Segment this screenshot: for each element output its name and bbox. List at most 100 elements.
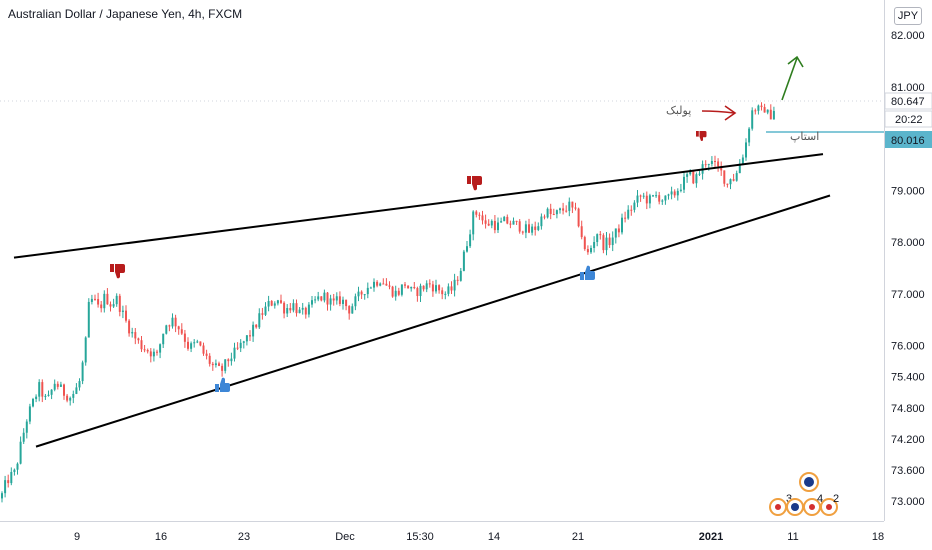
x-tick-labels: 9 16 23 Dec 15:30 14 21 2021 11 18 [74,531,884,543]
last-price-tag [884,92,932,110]
candle-body [571,201,574,208]
candle-body [506,216,509,224]
thumb-down-icon [110,264,125,279]
candle-body [249,335,251,337]
candle-body [63,384,65,396]
thumb-up-icon [215,377,230,392]
candle-body [385,283,388,286]
candle-body [140,340,143,350]
candle-body [670,191,673,195]
candle-body [292,303,295,311]
candle-body [25,421,28,433]
event-markers[interactable]: 3 4 2 [769,472,839,516]
candle-body [214,363,217,366]
candle-body [28,406,31,422]
candle-body [149,351,152,357]
candle-body [447,286,450,294]
candle-body [692,171,695,184]
candle-body [416,288,419,297]
candle-body [546,208,549,218]
candle-body [41,382,44,397]
candle-body [19,441,22,464]
candle-body [453,279,456,291]
candle-body [301,307,304,310]
candle-body [236,347,239,349]
candle-body [13,469,16,472]
candle-body [239,342,242,349]
candle-body [335,296,338,301]
candle-body [345,299,348,307]
candle-body [295,303,298,314]
channel-upper-line[interactable] [13,153,824,259]
candle-body [611,237,614,246]
candle-body [227,359,230,362]
candle-body [422,285,425,290]
candle-body [484,220,487,224]
x-tick-label: 2021 [699,531,723,543]
candle-body [224,359,227,371]
candle-body [630,209,633,211]
candle-body [143,349,146,351]
candle-body [407,285,410,289]
candle-body [94,298,96,300]
candle-body [112,304,115,307]
candle-body [748,128,751,143]
candle-body [720,166,723,171]
candle-body [221,365,224,371]
x-tick-label: 23 [238,531,250,543]
candle-body [276,300,279,304]
candle-body [419,285,422,297]
y-tick-label: 78.000 [891,237,925,249]
candle-body [512,220,515,225]
candle-body [745,142,747,158]
x-tick-label: 11 [787,531,798,543]
candle-body [233,347,236,359]
channel-lower-line[interactable] [35,194,831,448]
candle-body [469,234,472,247]
x-tick-label: 18 [872,531,884,543]
candle-body [400,284,403,295]
candle-body [75,387,78,394]
candle-body [679,189,682,191]
candle-body [621,217,623,233]
candle-body [596,234,599,243]
candle-body [35,396,38,399]
stop-label: استاپ [790,130,819,143]
candle-body [369,287,372,289]
candle-body [565,210,568,212]
candle-body [4,480,7,494]
candle-body [258,313,261,328]
candle-body [307,304,310,315]
candle-body [152,351,155,357]
candle-body [363,294,366,296]
candle-body [118,295,121,312]
candle-body [252,324,255,337]
event-count-1: 3 [786,493,792,505]
candle-body [53,383,56,390]
candle-body [608,237,611,246]
thumb-down-icon [696,131,707,142]
candle-body [555,210,558,215]
candle-body [397,290,400,295]
candle-body [472,211,475,235]
candle-body [125,310,127,321]
candle-body [655,195,658,197]
candle-body [549,208,552,214]
y-tick-label: 82.000 [891,30,925,42]
candle-body [760,105,763,108]
candle-body [373,281,375,288]
y-tick-label: 73.000 [891,496,925,508]
candle-body [115,295,118,305]
x-tick-label: 16 [155,531,167,543]
candle-body [289,308,292,311]
candle-body [717,161,720,167]
candle-body [537,226,540,230]
candle-body [478,214,481,216]
candle-body [534,226,537,230]
candle-body [751,110,754,129]
x-tick-label: 14 [488,531,500,543]
currency-button[interactable]: JPY [894,7,922,25]
candle-body [146,350,149,352]
candle-body [109,304,112,307]
